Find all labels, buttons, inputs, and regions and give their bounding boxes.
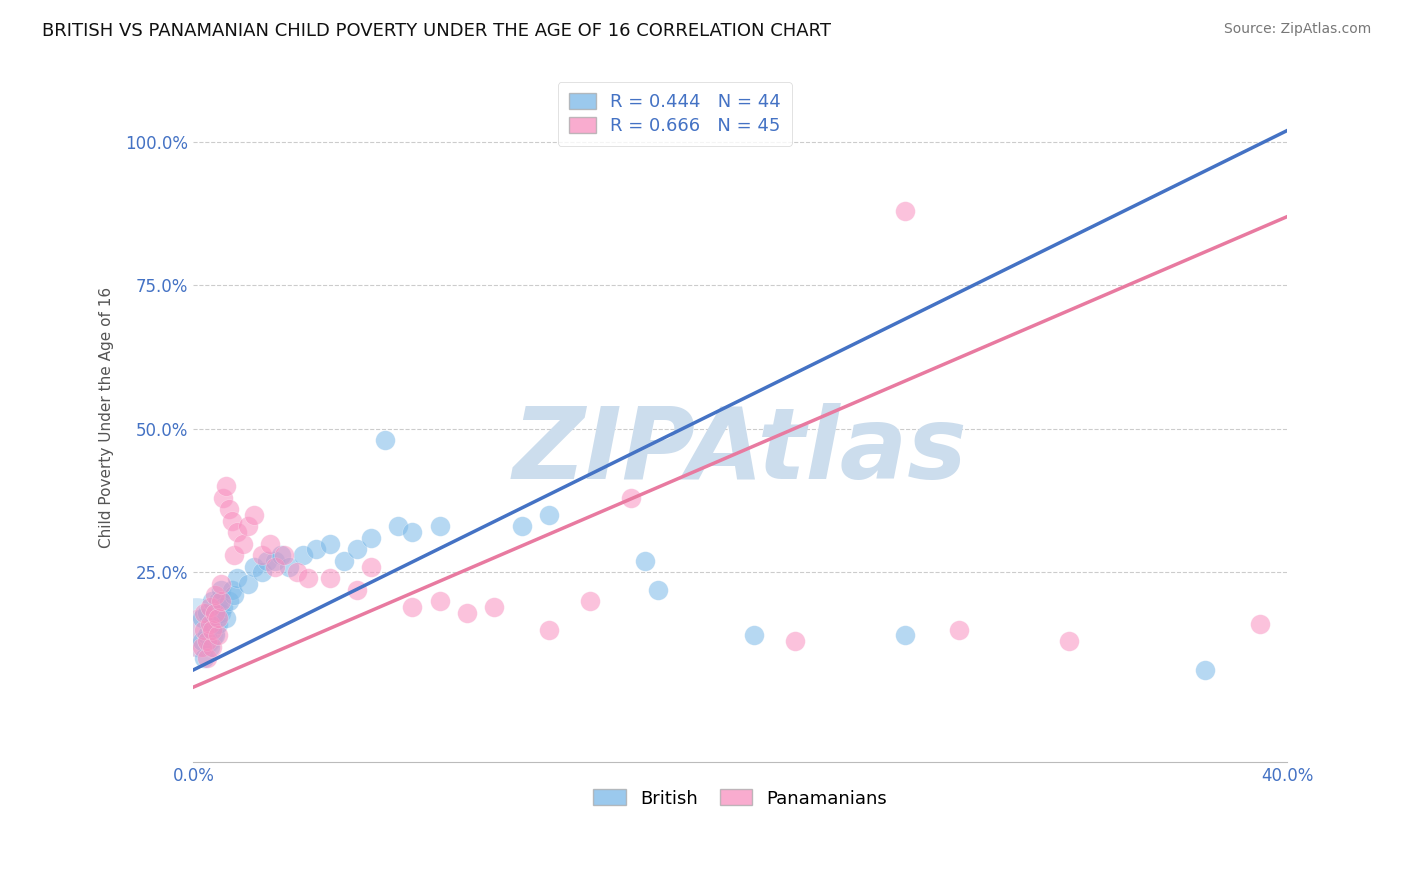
- Point: [456, 606, 478, 620]
- Point: [207, 594, 229, 608]
- Y-axis label: Child Poverty Under the Age of 16: Child Poverty Under the Age of 16: [100, 287, 114, 548]
- Point: [218, 502, 240, 516]
- Point: [264, 559, 287, 574]
- Point: [333, 554, 356, 568]
- Point: [204, 606, 226, 620]
- Point: [236, 577, 259, 591]
- Point: [201, 594, 224, 608]
- Point: [484, 599, 506, 614]
- Point: [207, 617, 229, 632]
- Point: [215, 479, 238, 493]
- Point: [647, 582, 669, 597]
- Point: [537, 623, 560, 637]
- Point: [193, 651, 215, 665]
- Point: [232, 536, 254, 550]
- Point: [204, 628, 226, 642]
- Point: [250, 566, 273, 580]
- Point: [207, 611, 229, 625]
- Point: [242, 508, 264, 522]
- Point: [224, 588, 246, 602]
- Point: [273, 548, 295, 562]
- Point: [207, 628, 229, 642]
- Point: [305, 542, 328, 557]
- Point: [319, 571, 342, 585]
- Point: [387, 519, 409, 533]
- Text: Source: ZipAtlas.com: Source: ZipAtlas.com: [1223, 22, 1371, 37]
- Point: [242, 559, 264, 574]
- Point: [346, 542, 368, 557]
- Point: [893, 628, 915, 642]
- Point: [212, 491, 235, 505]
- Point: [226, 571, 249, 585]
- Point: [948, 623, 970, 637]
- Point: [620, 491, 643, 505]
- Point: [510, 519, 533, 533]
- Point: [184, 620, 207, 634]
- Legend: British, Panamanians: British, Panamanians: [586, 782, 894, 814]
- Point: [190, 634, 212, 648]
- Point: [204, 588, 226, 602]
- Point: [209, 594, 232, 608]
- Point: [346, 582, 368, 597]
- Point: [250, 548, 273, 562]
- Point: [209, 582, 232, 597]
- Point: [215, 611, 238, 625]
- Point: [785, 634, 807, 648]
- Point: [193, 623, 215, 637]
- Point: [201, 623, 224, 637]
- Point: [401, 525, 423, 540]
- Point: [319, 536, 342, 550]
- Point: [264, 554, 287, 568]
- Point: [226, 525, 249, 540]
- Text: BRITISH VS PANAMANIAN CHILD POVERTY UNDER THE AGE OF 16 CORRELATION CHART: BRITISH VS PANAMANIAN CHILD POVERTY UNDE…: [42, 22, 831, 40]
- Point: [634, 554, 657, 568]
- Point: [201, 640, 224, 654]
- Point: [204, 606, 226, 620]
- Point: [195, 628, 218, 642]
- Point: [221, 514, 243, 528]
- Point: [236, 519, 259, 533]
- Point: [190, 640, 212, 654]
- Point: [209, 606, 232, 620]
- Point: [742, 628, 765, 642]
- Point: [212, 599, 235, 614]
- Point: [893, 203, 915, 218]
- Point: [198, 599, 221, 614]
- Point: [270, 548, 292, 562]
- Point: [374, 434, 396, 448]
- Point: [209, 577, 232, 591]
- Point: [195, 606, 218, 620]
- Point: [429, 594, 451, 608]
- Point: [360, 559, 382, 574]
- Text: ZIPAtlas: ZIPAtlas: [513, 403, 967, 500]
- Point: [537, 508, 560, 522]
- Point: [1057, 634, 1080, 648]
- Point: [198, 617, 221, 632]
- Point: [297, 571, 319, 585]
- Point: [401, 599, 423, 614]
- Point: [224, 548, 246, 562]
- Point: [285, 566, 308, 580]
- Point: [291, 548, 314, 562]
- Point: [190, 611, 212, 625]
- Point: [221, 582, 243, 597]
- Point: [256, 554, 278, 568]
- Point: [429, 519, 451, 533]
- Point: [201, 617, 224, 632]
- Point: [259, 536, 281, 550]
- Point: [1249, 617, 1271, 632]
- Point: [198, 640, 221, 654]
- Point: [195, 634, 218, 648]
- Point: [195, 651, 218, 665]
- Point: [1194, 663, 1216, 677]
- Point: [193, 606, 215, 620]
- Point: [218, 594, 240, 608]
- Point: [187, 625, 209, 640]
- Point: [360, 531, 382, 545]
- Point: [579, 594, 602, 608]
- Point: [278, 559, 301, 574]
